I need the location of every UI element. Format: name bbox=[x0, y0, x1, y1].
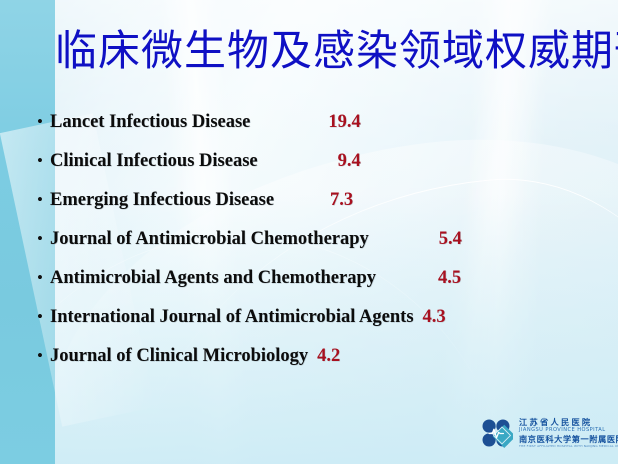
journal-impact-factor: 4.3 bbox=[422, 307, 446, 327]
journal-impact-factor: 5.4 bbox=[438, 229, 462, 249]
journal-list: • Lancet Infectious Disease 19.4 • Clini… bbox=[30, 112, 610, 385]
list-item: • Lancet Infectious Disease 19.4 bbox=[30, 112, 610, 151]
journal-name: Antimicrobial Agents and Chemotherapy bbox=[50, 268, 376, 288]
journal-impact-factor: 4.5 bbox=[438, 268, 462, 288]
journal-name: Emerging Infectious Disease bbox=[50, 190, 275, 210]
journal-impact-factor: 4.2 bbox=[317, 346, 341, 366]
bullet-icon: • bbox=[37, 307, 43, 326]
bullet-icon: • bbox=[37, 229, 43, 248]
journal-name: Journal of Clinical Microbiology bbox=[50, 346, 309, 366]
journal-impact-factor: 9.4 bbox=[337, 151, 361, 171]
slide-title: 临床微生物及感染领域权威期刊 bbox=[55, 26, 618, 75]
hospital-name-en: JIANGSU PROVINCE HOSPITAL bbox=[519, 427, 606, 434]
journal-name: Clinical Infectious Disease bbox=[50, 151, 258, 171]
hospital-name-cn: 江苏省人民医院 bbox=[519, 417, 593, 428]
hospital-logo: 江苏省人民医院 JIANGSU PROVINCE HOSPITAL 南京医科大学… bbox=[479, 414, 618, 452]
hospital-emblem-icon bbox=[479, 416, 516, 450]
journal-impact-factor: 7.3 bbox=[330, 190, 354, 210]
hospital-logo-text: 江苏省人民医院 JIANGSU PROVINCE HOSPITAL 南京医科大学… bbox=[519, 418, 618, 447]
bullet-icon: • bbox=[37, 151, 43, 170]
bullet-icon: • bbox=[37, 190, 43, 209]
hospital-affiliate-en: THE FIRST AFFILIATED HOSPITAL WITH NANJI… bbox=[519, 443, 618, 448]
list-item: • Antimicrobial Agents and Chemotherapy … bbox=[30, 268, 610, 307]
list-item: • Journal of Clinical Microbiology 4.2 bbox=[30, 346, 610, 385]
list-item: • Journal of Antimicrobial Chemotherapy … bbox=[30, 229, 610, 268]
list-item: • International Journal of Antimicrobial… bbox=[30, 307, 610, 346]
list-item: • Clinical Infectious Disease 9.4 bbox=[30, 151, 610, 190]
journal-name: Journal of Antimicrobial Chemotherapy bbox=[50, 229, 369, 249]
journal-impact-factor: 19.4 bbox=[328, 112, 361, 132]
list-item: • Emerging Infectious Disease 7.3 bbox=[30, 190, 610, 229]
journal-name: International Journal of Antimicrobial A… bbox=[50, 307, 414, 327]
bullet-icon: • bbox=[37, 268, 43, 287]
bullet-icon: • bbox=[37, 112, 43, 131]
journal-name: Lancet Infectious Disease bbox=[50, 112, 251, 132]
bullet-icon: • bbox=[37, 346, 43, 365]
hospital-affiliate-cn: 南京医科大学第一附属医院 bbox=[519, 434, 618, 445]
